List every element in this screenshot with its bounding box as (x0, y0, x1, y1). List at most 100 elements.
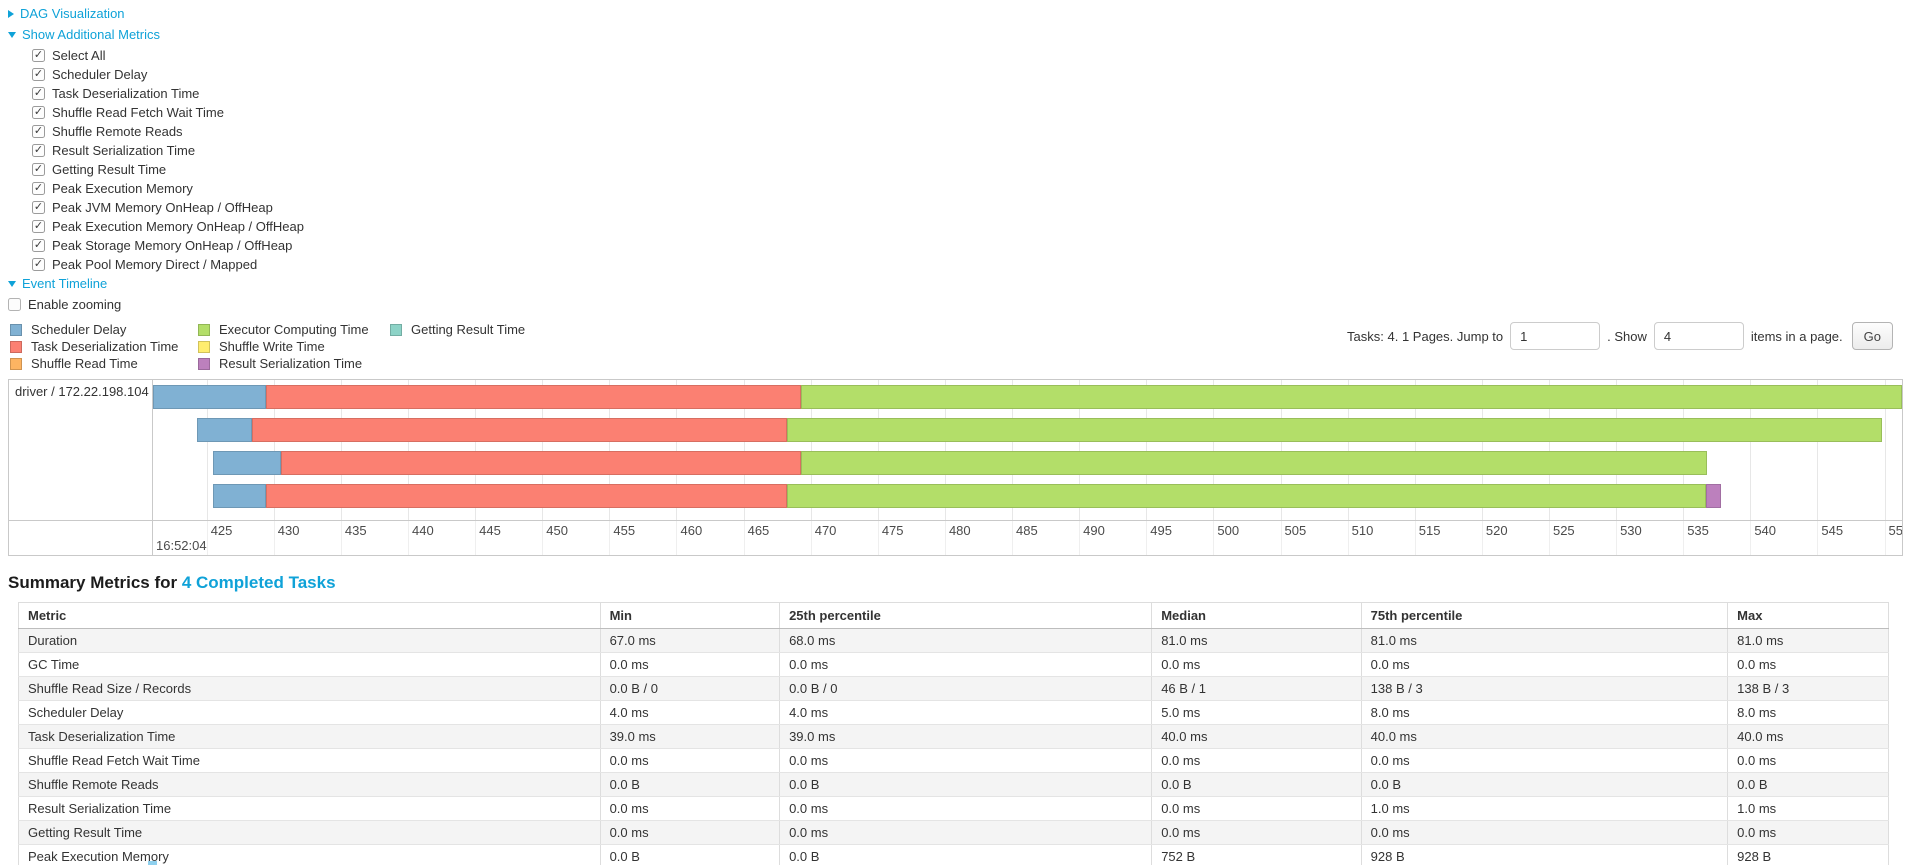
metric-checkbox-label: Peak Execution Memory (52, 180, 193, 196)
axis-tick-label: 450 (546, 523, 568, 538)
gridline (1347, 380, 1349, 520)
segment-executor_computing[interactable] (801, 451, 1708, 475)
axis-gridline (1280, 521, 1282, 555)
checkbox-checked-icon[interactable]: ✓ (32, 200, 45, 214)
metric-checkbox-item[interactable]: ✓ Shuffle Remote Reads (32, 123, 1907, 139)
metric-checkbox-item[interactable]: ✓ Peak Pool Memory Direct / Mapped (32, 257, 1907, 272)
metric-checkbox-item[interactable]: ✓ Scheduler Delay (32, 67, 1907, 82)
checkbox-checked-icon[interactable]: ✓ (32, 143, 45, 157)
checkbox-checked-icon[interactable]: ✓ (32, 181, 45, 195)
show-additional-metrics-toggle[interactable]: Show Additional Metrics (8, 27, 160, 42)
metric-value-cell: 0.0 ms (779, 796, 1153, 821)
axis-tick-label: 495 (1150, 523, 1172, 538)
metric-checkbox-label: Peak Storage Memory OnHeap / OffHeap (52, 237, 293, 253)
metric-value-cell: 39.0 ms (599, 724, 781, 749)
axis-tick-label: 435 (344, 523, 367, 538)
gridline (877, 380, 879, 520)
metric-value-cell: 40.0 ms (1727, 724, 1889, 749)
checkbox-checked-icon[interactable]: ✓ (32, 162, 45, 176)
segment-executor_computing[interactable] (786, 484, 1706, 508)
legend-swatch (10, 357, 22, 370)
metric-checkbox-label: Shuffle Remote Reads (52, 123, 183, 139)
segment-task_deserialization[interactable] (252, 418, 787, 442)
enable-zooming-control[interactable]: Enable zooming (8, 297, 1907, 312)
items-per-page-input[interactable] (1653, 322, 1744, 350)
legend-swatch (10, 340, 22, 353)
checkbox-checked-icon[interactable]: ✓ (32, 124, 45, 138)
checkbox-checked-icon[interactable]: ✓ (32, 86, 45, 100)
summary-table-body: Duration 67.0 ms 68.0 ms 81.0 ms 81.0 ms 81.0… (18, 628, 1889, 865)
axis-gridline (1616, 521, 1618, 555)
table-row: Shuffle Read Size / Records 0.0 B / 0 0.0 … (18, 676, 1889, 701)
metric-value-cell: 0.0 B (1360, 772, 1729, 797)
metric-checkbox-item[interactable]: ✓ Peak Execution Memory OnHeap / OffHeap (32, 219, 1907, 234)
axis-gridline (340, 521, 342, 555)
checkbox-checked-icon[interactable]: ✓ (32, 67, 45, 81)
metric-name-cell: Task Deserialization Time (18, 724, 601, 749)
metric-checkbox-label: Task Deserialization Time (52, 85, 200, 101)
metric-checkbox-item[interactable]: ✓ Peak JVM Memory OnHeap / OffHeap (32, 199, 1907, 215)
legend-item: Task Deserialization Time (10, 339, 198, 354)
segment-scheduler_delay[interactable] (213, 484, 266, 508)
segment-task_deserialization[interactable] (265, 484, 787, 508)
legend-column: Executor Computing Time Shuffle Write Tim… (198, 322, 390, 373)
metric-value-cell: 0.0 ms (599, 652, 781, 677)
segment-scheduler_delay[interactable] (213, 451, 281, 475)
gridline (273, 380, 275, 520)
segment-task_deserialization[interactable] (265, 385, 802, 409)
segment-executor_computing[interactable] (801, 385, 1902, 409)
segment-result_serialization[interactable] (1706, 484, 1721, 508)
metric-checkbox-item[interactable]: ✓ Result Serialization Time (32, 143, 1907, 158)
legend-item: Scheduler Delay (10, 322, 198, 337)
show-text: . Show (1607, 328, 1647, 344)
metric-checkbox-item[interactable]: ✓ Select All (32, 48, 1907, 63)
checkbox-checked-icon[interactable]: ✓ (32, 219, 45, 233)
legend-swatch (198, 323, 210, 336)
legend-item: Shuffle Read Time (10, 356, 198, 371)
checkbox-checked-icon[interactable]: ✓ (32, 238, 45, 252)
metric-value-cell: 39.0 ms (779, 724, 1153, 749)
checkbox-unchecked-icon[interactable] (8, 298, 21, 311)
axis-gridline (273, 521, 275, 555)
event-timeline-toggle[interactable]: Event Timeline (8, 276, 107, 291)
timeline-task-bar[interactable] (153, 484, 1902, 508)
axis-major-time-label: 16:52:04 (156, 538, 207, 553)
completed-tasks-link[interactable]: 4 Completed Tasks (181, 573, 336, 592)
metric-checkbox-item[interactable]: ✓ Task Deserialization Time (32, 85, 1907, 101)
metric-checkbox-label: Peak JVM Memory OnHeap / OffHeap (52, 199, 273, 215)
segment-scheduler_delay[interactable] (153, 385, 266, 409)
checkbox-checked-icon[interactable]: ✓ (32, 257, 45, 271)
gridline (1481, 380, 1483, 520)
metric-value-cell: 1.0 ms (1727, 796, 1889, 821)
metric-checkbox-item[interactable]: ✓ Shuffle Read Fetch Wait Time (32, 105, 1907, 120)
segment-task_deserialization[interactable] (280, 451, 802, 475)
gridline (1683, 380, 1685, 520)
dag-visualization-toggle[interactable]: DAG Visualization (8, 6, 125, 21)
jump-to-page-input[interactable] (1510, 322, 1601, 350)
checkbox-checked-icon[interactable]: ✓ (32, 48, 45, 62)
timeline-task-bar[interactable] (153, 418, 1902, 442)
metric-value-cell: 0.0 B / 0 (599, 676, 781, 701)
go-button[interactable]: Go (1851, 322, 1893, 350)
metric-value-cell: 67.0 ms (599, 628, 781, 653)
checkbox-checked-icon[interactable]: ✓ (32, 105, 45, 119)
timeline-plot[interactable] (153, 380, 1902, 521)
gridline (1079, 380, 1081, 520)
axis-gridline (1817, 521, 1819, 555)
metric-checkbox-item[interactable]: ✓ Getting Result Time (32, 162, 1907, 177)
segment-scheduler_delay[interactable] (197, 418, 253, 442)
column-header: 75th percentile (1360, 602, 1729, 629)
metric-checkbox-item[interactable]: ✓ Peak Storage Memory OnHeap / OffHeap (32, 237, 1907, 253)
metric-value-cell: 0.0 ms (599, 748, 781, 773)
timeline-task-bar[interactable] (153, 385, 1902, 409)
metric-value-cell: 5.0 ms (1151, 700, 1362, 725)
table-row: Result Serialization Time 0.0 ms 0.0 ms 0.0… (18, 796, 1889, 821)
metric-checkbox-item[interactable]: ✓ Peak Execution Memory (32, 180, 1907, 196)
metric-value-cell: 138 B / 3 (1360, 676, 1729, 701)
timeline-task-bar[interactable] (153, 451, 1902, 475)
segment-executor_computing[interactable] (786, 418, 1882, 442)
metric-name-cell: Shuffle Read Fetch Wait Time (18, 748, 601, 773)
axis-gridline (1079, 521, 1081, 555)
gridline (408, 380, 410, 520)
